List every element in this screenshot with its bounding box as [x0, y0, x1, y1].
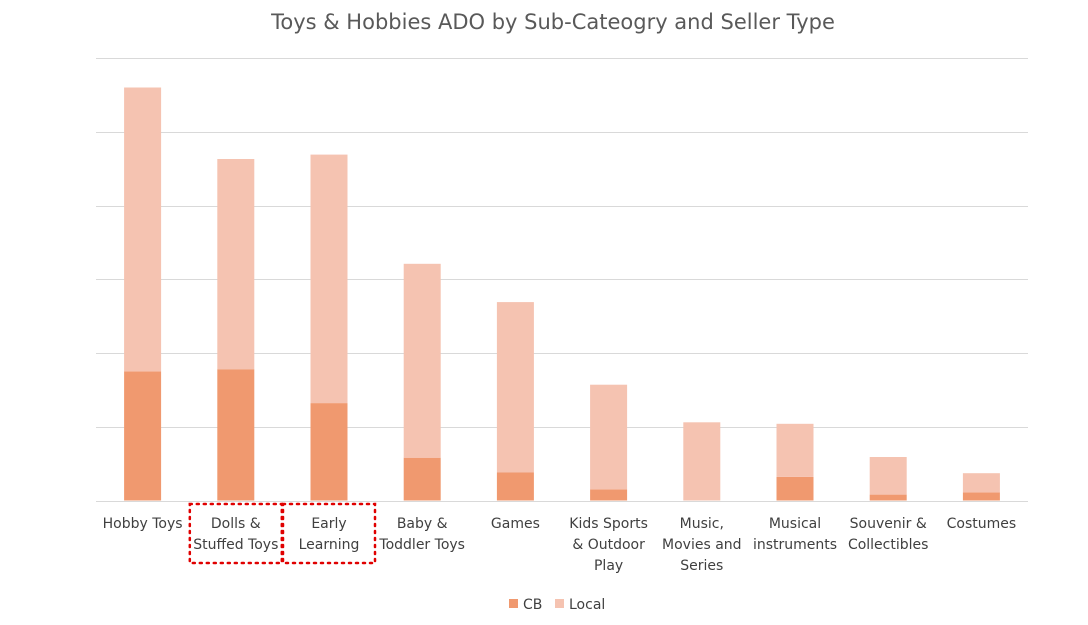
- x-tick-label: Souvenir & Collectibles: [848, 516, 929, 553]
- bars: [124, 87, 1000, 501]
- x-tick-label-line: Play: [594, 558, 623, 574]
- bar-cb: [124, 371, 162, 501]
- x-tick-label-line: Games: [491, 516, 540, 532]
- x-tick-label-line: Movies and: [662, 537, 742, 553]
- x-tick-label-line: Musical: [769, 516, 821, 532]
- x-tick-label-line: Souvenir &: [850, 516, 927, 532]
- bar-local: [962, 473, 1000, 493]
- bar-cb: [310, 403, 348, 501]
- chart-title: Toys & Hobbies ADO by Sub-Cateogry and S…: [270, 10, 835, 34]
- x-tick-label: Music, Movies and Series: [662, 516, 742, 574]
- legend-swatch-cb: [509, 599, 518, 608]
- x-tick-label-line: Dolls &: [211, 516, 261, 532]
- x-tick-label-line: instruments: [753, 537, 837, 553]
- x-tick-label: Dolls & Stuffed Toys: [193, 516, 278, 553]
- x-tick-label-line: Costumes: [947, 516, 1017, 532]
- bar-local: [590, 384, 628, 490]
- x-tick-label: Musical instruments: [753, 516, 837, 553]
- bar-local: [683, 422, 721, 501]
- x-tick-label-line: Music,: [680, 516, 724, 532]
- category-labels: Hobby Toys Dolls & Stuffed Toys Early Learni…: [103, 516, 1017, 574]
- bar-local: [496, 302, 534, 473]
- x-tick-label-line: Collectibles: [848, 537, 929, 553]
- highlight-box: [188, 502, 284, 565]
- bar-cb: [496, 472, 534, 501]
- x-tick-label: Baby & Toddler Toys: [378, 516, 465, 553]
- bar-local: [403, 263, 441, 458]
- x-tick-label: Costumes: [947, 516, 1017, 532]
- x-tick-label-line: Series: [680, 558, 723, 574]
- highlight-box: [281, 502, 377, 565]
- x-tick-label-line: Baby &: [397, 516, 448, 532]
- x-tick-label-line: Stuffed Toys: [193, 537, 278, 553]
- x-tick-label: Kids Sports & Outdoor Play: [569, 516, 648, 574]
- x-tick-label-line: Toddler Toys: [378, 537, 465, 553]
- x-tick-label-line: Early: [311, 516, 346, 532]
- x-tick-label-line: Learning: [299, 537, 360, 553]
- bar-cb: [869, 494, 907, 501]
- bar-local: [776, 423, 814, 477]
- legend: CB Local: [509, 597, 605, 613]
- bar-cb: [217, 369, 255, 501]
- bar-local: [217, 159, 255, 370]
- legend-swatch-local: [555, 599, 564, 608]
- x-tick-label: Early Learning: [299, 516, 360, 553]
- highlight-boxes: [188, 502, 377, 565]
- bar-cb: [776, 476, 814, 501]
- bar-cb: [590, 489, 628, 501]
- bar-cb: [403, 457, 441, 501]
- x-tick-label: Games: [491, 516, 540, 532]
- bar-local: [124, 87, 162, 372]
- legend-label-local: Local: [569, 597, 605, 613]
- x-tick-label-line: Hobby Toys: [103, 516, 183, 532]
- bar-local: [869, 457, 907, 495]
- x-tick-label-line: & Outdoor: [572, 537, 645, 553]
- legend-label-cb: CB: [523, 597, 542, 613]
- x-tick-label: Hobby Toys: [103, 516, 183, 532]
- x-tick-label-line: Kids Sports: [569, 516, 648, 532]
- bar-local: [310, 154, 348, 404]
- bar-cb: [962, 492, 1000, 501]
